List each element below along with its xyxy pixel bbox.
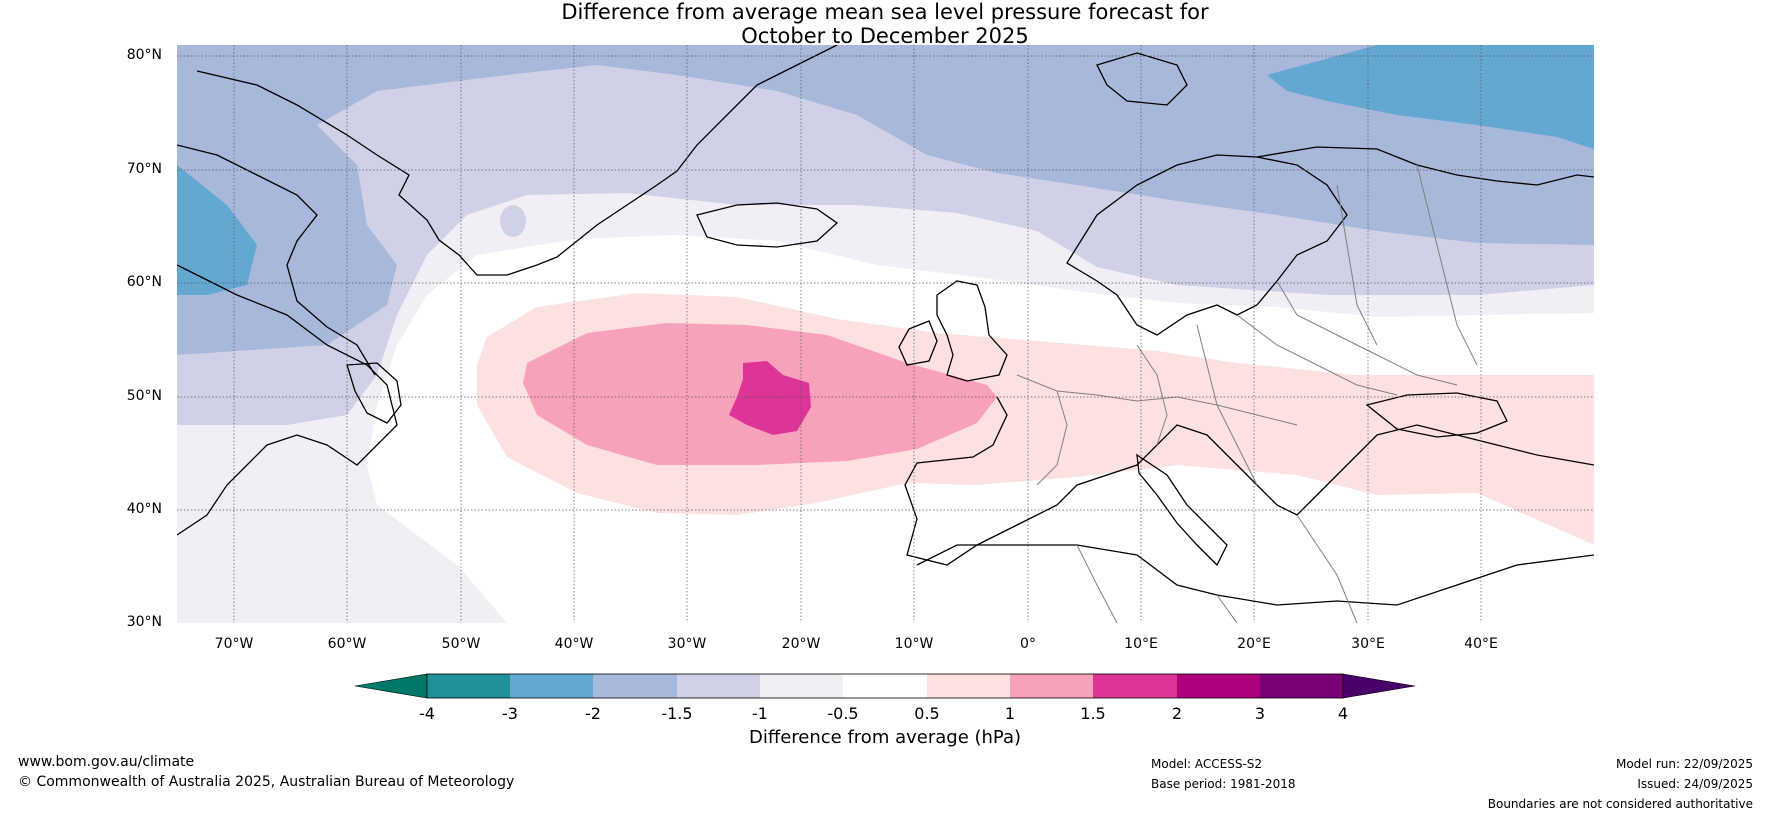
lat-label-70n: 70°N <box>126 161 162 177</box>
scandinavia-coast <box>1066 154 1348 336</box>
colorbar-tick: 4 <box>1337 704 1349 723</box>
anomaly-patch <box>500 205 526 237</box>
pressure-anomaly-map <box>177 45 1594 623</box>
lon-label-30w: 30°W <box>667 636 707 652</box>
colorbar-swatch-neg1-neg0-5 <box>760 674 843 698</box>
lon-label-60w: 60°W <box>327 636 367 652</box>
colorbar-tick: 1.5 <box>1080 704 1106 723</box>
colorbar-swatch-neg3-neg2 <box>510 674 593 698</box>
colorbar-tick: -1.5 <box>661 704 693 723</box>
lat-label-60n: 60°N <box>126 274 162 290</box>
lon-label-50w: 50°W <box>441 636 481 652</box>
colorbar-extend-low <box>354 673 428 699</box>
lat-label-30n: 30°N <box>126 614 162 630</box>
footer-model-run: Model run: 22/09/2025 <box>1615 757 1753 771</box>
colorbar-tick: -3 <box>502 704 518 723</box>
footer-issued: Issued: 24/09/2025 <box>1637 777 1753 791</box>
footer-copyright: © Commonwealth of Australia 2025, Austra… <box>18 774 515 790</box>
lon-label-20e: 20°E <box>1237 636 1271 652</box>
colorbar-swatch-neg4-neg3 <box>427 674 510 698</box>
lon-label-70w: 70°W <box>214 636 254 652</box>
country-borders <box>1016 164 1478 623</box>
anomaly-band-plus1-5 <box>729 361 811 435</box>
colorbar-swatch-1-5-2 <box>1093 674 1177 698</box>
chart-title: Difference from average mean sea level p… <box>0 0 1770 48</box>
colorbar-tick: 0.5 <box>914 704 940 723</box>
europe-west-coast <box>904 396 1594 566</box>
great-britain-coast <box>936 280 1008 382</box>
lon-label-40e: 40°E <box>1464 636 1498 652</box>
map-panel <box>177 45 1594 623</box>
lat-label-50n: 50°N <box>126 388 162 404</box>
baffin-coast <box>177 144 376 376</box>
title-line-2: October to December 2025 <box>741 24 1029 48</box>
footer-model: Model: ACCESS-S2 <box>1151 757 1263 771</box>
colorbar-swatch-neg2-neg1-5 <box>593 674 677 698</box>
colorbar-swatch-3-4 <box>1260 674 1343 698</box>
svalbard-coast <box>1096 52 1188 106</box>
newfoundland-coast <box>346 362 402 424</box>
anomaly-band-minus3-west <box>177 165 257 295</box>
anomaly-band-minus2 <box>177 45 1594 355</box>
colorbar-outline <box>426 673 1344 699</box>
italy-coast <box>1136 453 1228 567</box>
colorbar-swatch-1-1-5 <box>1010 674 1093 698</box>
title-line-1: Difference from average mean sea level p… <box>561 0 1209 24</box>
lon-label-30e: 30°E <box>1351 636 1385 652</box>
iceland-coast <box>696 202 839 248</box>
colorbar-swatch-2-3 <box>1177 674 1260 698</box>
colorbar-tick: 1 <box>1004 704 1016 723</box>
colorbar-tick: -1 <box>752 704 768 723</box>
lon-label-0: 0° <box>1020 636 1036 652</box>
lat-label-40n: 40°N <box>126 501 162 517</box>
russia-north-coast <box>1256 146 1594 186</box>
colorbar-extend-high <box>1342 673 1416 699</box>
lat-label-80n: 80°N <box>126 47 162 63</box>
colorbar-tick: -0.5 <box>827 704 859 723</box>
footer-url[interactable]: www.bom.gov.au/climate <box>18 754 195 770</box>
anomaly-band-minus3-north <box>1267 45 1594 149</box>
coastlines <box>177 45 1594 606</box>
ireland-coast <box>898 320 938 366</box>
footer-disclaimer: Boundaries are not considered authoritat… <box>1487 797 1753 811</box>
colorbar-tick: 3 <box>1254 704 1266 723</box>
colorbar-swatch-neg0-5-0-5 <box>843 674 927 698</box>
greenland-coast <box>196 45 838 276</box>
colorbar-swatch-0-5-1 <box>927 674 1010 698</box>
lon-label-10w: 10°W <box>894 636 934 652</box>
lon-label-10e: 10°E <box>1124 636 1158 652</box>
black-sea-coast <box>1365 392 1508 438</box>
lon-label-40w: 40°W <box>554 636 594 652</box>
footer-base-period: Base period: 1981-2018 <box>1151 777 1296 791</box>
labrador-coast <box>177 264 398 536</box>
colorbar-label: Difference from average (hPa) <box>748 727 1022 748</box>
graticule <box>177 45 1594 623</box>
colorbar-tick: -2 <box>585 704 601 723</box>
lon-label-20w: 20°W <box>781 636 821 652</box>
colorbar-swatch-neg1-5-neg1 <box>677 674 760 698</box>
colorbar-tick: -4 <box>419 704 435 723</box>
colorbar-tick: 2 <box>1171 704 1183 723</box>
